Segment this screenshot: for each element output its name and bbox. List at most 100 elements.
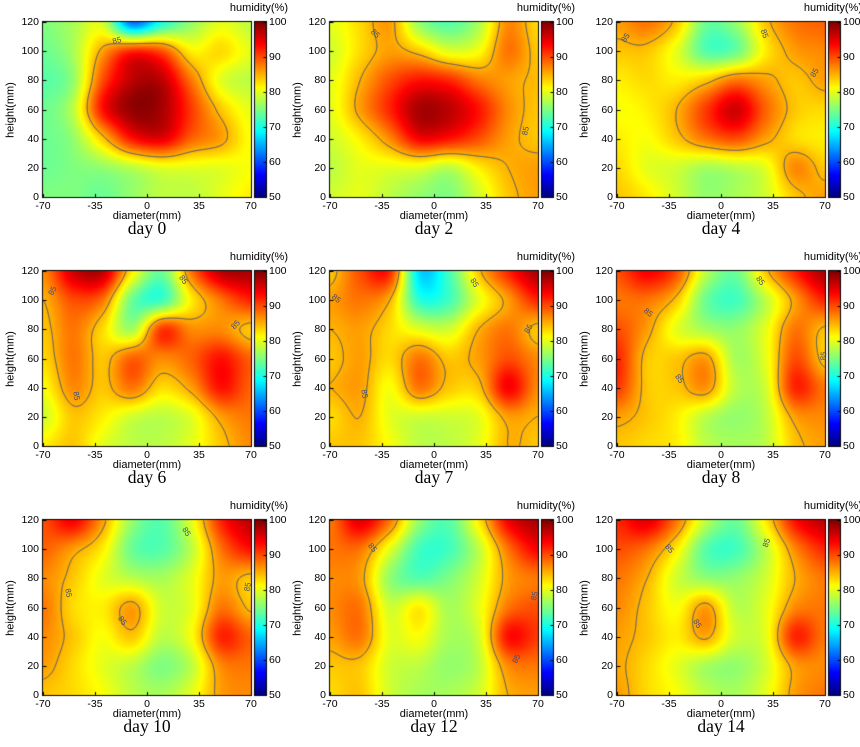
colorbar-tick-label: 50 bbox=[843, 689, 855, 701]
x-tick-label: -70 bbox=[35, 698, 51, 710]
y-tick-label: 60 bbox=[27, 601, 39, 614]
colorbar-tick-label: 90 bbox=[843, 549, 855, 561]
y-tick-label: 60 bbox=[27, 103, 39, 116]
colorbar-tick-label: 70 bbox=[269, 370, 281, 382]
colorbar-tick-label: 100 bbox=[269, 514, 287, 526]
x-tick-label: -70 bbox=[609, 200, 625, 212]
y-tick-label: 100 bbox=[595, 543, 613, 556]
subplot-title: day 6 bbox=[127, 467, 167, 487]
x-tick-label: -70 bbox=[322, 698, 338, 710]
subplot-day-0: 0 20 40 60 80 100 120 -70 -35 0 35 70 50 60 70 80 90 100 h… bbox=[0, 0, 288, 249]
subplot-title: day 14 bbox=[697, 716, 745, 736]
y-axis-label: height(mm) bbox=[291, 82, 304, 138]
colorbar-tick-label: 50 bbox=[269, 689, 281, 701]
y-tick-label: 100 bbox=[21, 45, 39, 58]
y-tick-label: 20 bbox=[601, 410, 613, 423]
contour-level-label: 85 bbox=[359, 388, 370, 399]
colorbar-tick-label: 80 bbox=[556, 335, 568, 347]
colorbar-tick-label: 50 bbox=[556, 440, 568, 452]
y-axis-label: height(mm) bbox=[4, 331, 17, 387]
y-tick-label: 40 bbox=[27, 381, 39, 394]
colorbar-title: humidity(%) bbox=[803, 251, 860, 263]
x-axis-label: diameter(mm) bbox=[112, 708, 182, 720]
colorbar-tick-label: 90 bbox=[269, 300, 281, 312]
x-tick-label: 35 bbox=[193, 200, 205, 212]
y-tick-label: 60 bbox=[601, 103, 613, 116]
x-tick-label: -35 bbox=[374, 449, 390, 461]
y-tick-label: 80 bbox=[27, 323, 39, 336]
x-tick-label: -70 bbox=[35, 449, 51, 461]
colorbar-title: humidity(%) bbox=[803, 500, 860, 512]
x-tick-label: -35 bbox=[661, 200, 677, 212]
subplot-day-6: 0 20 40 60 80 100 120 -70 -35 0 35 70 50 60 70 80 90 100 h… bbox=[0, 249, 288, 498]
y-tick-label: 20 bbox=[601, 659, 613, 672]
x-tick-label: 0 bbox=[718, 698, 724, 710]
colorbar-tick-label: 80 bbox=[843, 335, 855, 347]
y-tick-label: 0 bbox=[320, 440, 326, 452]
x-tick-label: 70 bbox=[245, 698, 257, 710]
subplot-day-10: 0 20 40 60 80 100 120 -70 -35 0 35 70 50 60 70 80 90 100 h… bbox=[0, 498, 288, 747]
y-tick-label: 100 bbox=[308, 294, 326, 307]
colorbar-tick-label: 60 bbox=[556, 654, 568, 666]
colorbar-title: humidity(%) bbox=[229, 500, 288, 512]
x-tick-label: 70 bbox=[245, 449, 257, 461]
x-tick-label: -35 bbox=[87, 698, 103, 710]
y-tick-label: 0 bbox=[320, 689, 326, 701]
contour-level-label: 85 bbox=[242, 581, 253, 593]
colorbar-tick-label: 90 bbox=[269, 51, 281, 63]
colorbar-tick-label: 70 bbox=[556, 619, 568, 631]
y-tick-label: 40 bbox=[27, 132, 39, 145]
x-tick-label: -70 bbox=[322, 449, 338, 461]
heatmap-canvas bbox=[574, 249, 860, 498]
y-tick-label: 100 bbox=[308, 543, 326, 556]
contour-level-label: 85 bbox=[70, 391, 82, 402]
y-tick-label: 80 bbox=[27, 572, 39, 585]
x-axis-label: diameter(mm) bbox=[399, 210, 469, 222]
y-tick-label: 40 bbox=[314, 630, 326, 643]
x-tick-label: -35 bbox=[87, 449, 103, 461]
y-tick-label: 20 bbox=[314, 161, 326, 174]
colorbar-tick-label: 80 bbox=[556, 86, 568, 98]
colorbar-tick-label: 70 bbox=[269, 619, 281, 631]
y-tick-label: 20 bbox=[27, 410, 39, 423]
colorbar-tick-label: 50 bbox=[843, 440, 855, 452]
subplot-day-4: 0 20 40 60 80 100 120 -70 -35 0 35 70 50 60 70 80 90 100 h… bbox=[574, 0, 860, 249]
heatmap-canvas bbox=[287, 249, 574, 498]
subplot-title: day 12 bbox=[410, 716, 458, 736]
colorbar-tick-label: 90 bbox=[843, 300, 855, 312]
x-tick-label: 0 bbox=[144, 200, 150, 212]
y-tick-label: 60 bbox=[314, 352, 326, 365]
colorbar-title: humidity(%) bbox=[516, 2, 575, 14]
x-tick-label: 35 bbox=[480, 449, 492, 461]
y-tick-label: 0 bbox=[33, 191, 39, 203]
contour-level-label: 85 bbox=[63, 587, 74, 598]
x-axis-label: diameter(mm) bbox=[686, 459, 756, 471]
x-tick-label: 35 bbox=[193, 449, 205, 461]
x-tick-label: 70 bbox=[245, 200, 257, 212]
y-axis-label: height(mm) bbox=[578, 580, 591, 636]
colorbar-tick-label: 100 bbox=[269, 265, 287, 277]
y-tick-label: 0 bbox=[607, 191, 613, 203]
heatmap-canvas bbox=[0, 0, 287, 249]
x-tick-label: -35 bbox=[87, 200, 103, 212]
x-axis-label: diameter(mm) bbox=[112, 210, 182, 222]
colorbar-tick-label: 100 bbox=[556, 16, 574, 28]
y-tick-label: 120 bbox=[21, 514, 39, 526]
colorbar-tick-label: 50 bbox=[556, 689, 568, 701]
y-tick-label: 20 bbox=[27, 659, 39, 672]
y-tick-label: 80 bbox=[601, 74, 613, 87]
x-tick-label: 0 bbox=[718, 449, 724, 461]
colorbar-tick-label: 80 bbox=[556, 584, 568, 596]
y-tick-label: 20 bbox=[601, 161, 613, 174]
y-tick-label: 100 bbox=[21, 543, 39, 556]
y-tick-label: 60 bbox=[314, 103, 326, 116]
colorbar-tick-label: 70 bbox=[843, 370, 855, 382]
y-tick-label: 60 bbox=[314, 601, 326, 614]
y-tick-label: 120 bbox=[308, 514, 326, 526]
y-tick-label: 40 bbox=[601, 630, 613, 643]
y-tick-label: 100 bbox=[21, 294, 39, 307]
subplot-day-7: 0 20 40 60 80 100 120 -70 -35 0 35 70 50 60 70 80 90 100 h… bbox=[287, 249, 575, 498]
subplot-title: day 10 bbox=[123, 716, 171, 736]
